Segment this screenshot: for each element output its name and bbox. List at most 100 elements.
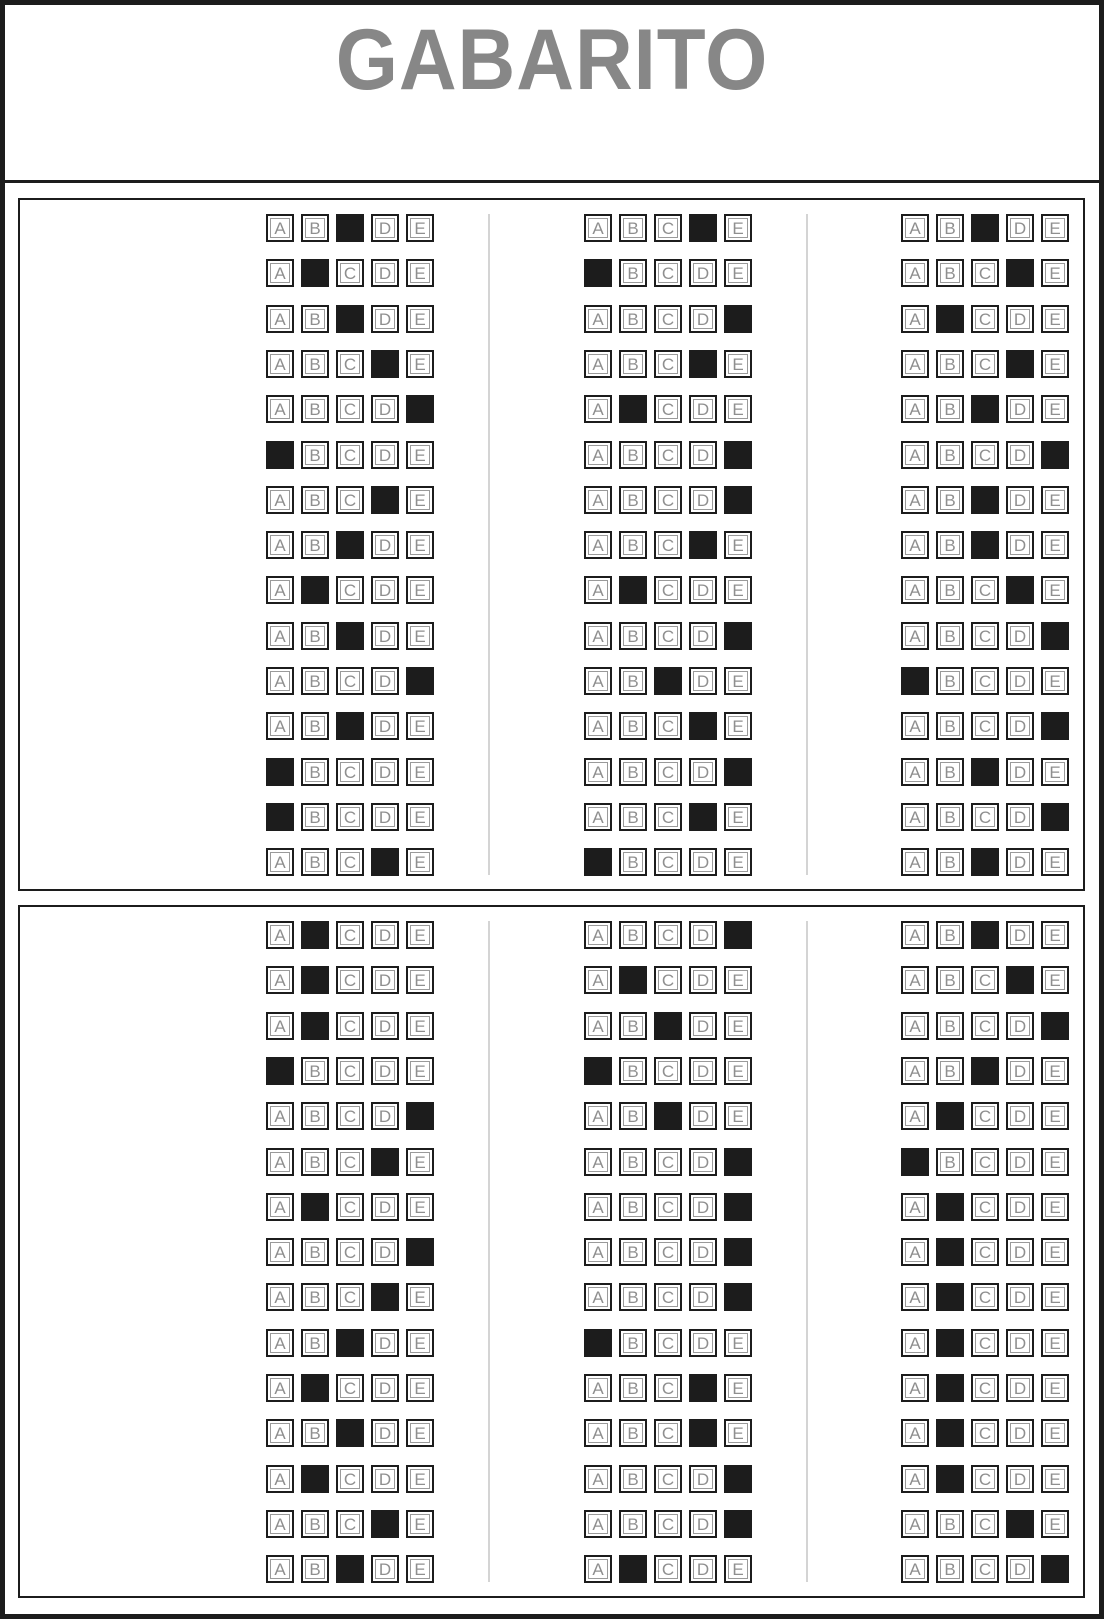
option-bubble-b: B [301, 395, 329, 423]
option-letter: B [623, 671, 643, 691]
option-letter: A [588, 1152, 608, 1172]
option-letter: E [1045, 1287, 1065, 1307]
option-bubble-e-marked: E [1041, 712, 1069, 740]
option-bubble-d: D [1006, 1193, 1034, 1221]
option-bubble-b-marked: B [936, 1283, 964, 1311]
option-bubble-c: C [971, 1419, 999, 1447]
column-divider [488, 214, 490, 875]
option-bubble-d: D [1006, 1012, 1034, 1040]
option-bubble-e: E [1041, 1374, 1069, 1402]
option-letter: D [693, 1197, 713, 1217]
option-bubble-a: A [584, 667, 612, 695]
option-letter: A [270, 852, 290, 872]
option-letter: A [270, 399, 290, 419]
option-bubble-b-marked: B [936, 1465, 964, 1493]
option-bubble-c: C [971, 667, 999, 695]
option-letter: E [1045, 1242, 1065, 1262]
option-bubble-e: E [406, 848, 434, 876]
option-letter: A [905, 762, 925, 782]
option-letter: B [940, 671, 960, 691]
option-letter: E [410, 925, 430, 945]
option-bubble-e-marked: E [724, 622, 752, 650]
option-bubble-c: C [654, 712, 682, 740]
option-bubble-a-marked: A [266, 1057, 294, 1085]
option-bubble-a: A [266, 1148, 294, 1176]
option-bubble-d: D [689, 486, 717, 514]
option-bubble-d: D [371, 259, 399, 287]
option-bubble-b: B [619, 1238, 647, 1266]
option-bubble-c: C [654, 1555, 682, 1583]
option-bubble-c: C [336, 1193, 364, 1221]
option-bubble-d: D [689, 1012, 717, 1040]
option-letter: E [728, 399, 748, 419]
option-letter: C [658, 535, 678, 555]
option-bubble-e-marked: E [1041, 1555, 1069, 1583]
option-letter: D [375, 535, 395, 555]
option-letter: A [588, 1559, 608, 1579]
option-bubble-e: E [1041, 350, 1069, 378]
option-bubble-e: E [724, 1374, 752, 1402]
option-letter: B [623, 490, 643, 510]
option-letter: A [270, 1106, 290, 1126]
option-letter: D [693, 925, 713, 945]
option-bubble-b: B [619, 305, 647, 333]
option-letter: E [410, 762, 430, 782]
option-bubble-e: E [406, 1329, 434, 1357]
option-bubble-e: E [1041, 966, 1069, 994]
option-bubble-b-marked: B [936, 305, 964, 333]
option-bubble-e: E [724, 1555, 752, 1583]
option-letter: E [410, 309, 430, 329]
option-bubble-c: C [971, 305, 999, 333]
option-bubble-c: C [971, 966, 999, 994]
option-bubble-b-marked: B [619, 966, 647, 994]
option-bubble-d: D [371, 1374, 399, 1402]
option-letter: B [305, 1287, 325, 1307]
option-bubble-a: A [901, 1193, 929, 1221]
option-bubble-c: C [971, 576, 999, 604]
option-bubble-b: B [301, 758, 329, 786]
option-bubble-b: B [301, 803, 329, 831]
option-letter: C [975, 1016, 995, 1036]
option-bubble-d-marked: D [1006, 350, 1034, 378]
option-letter: B [305, 626, 325, 646]
option-bubble-d: D [371, 712, 399, 740]
option-letter: D [375, 1559, 395, 1579]
option-letter: E [1045, 1469, 1065, 1489]
option-letter: B [940, 762, 960, 782]
option-bubble-c: C [654, 921, 682, 949]
option-letter: A [588, 1197, 608, 1217]
option-letter: A [588, 762, 608, 782]
option-bubble-b-marked: B [301, 1465, 329, 1493]
option-bubble-e-marked: E [724, 486, 752, 514]
option-bubble-e: E [406, 1419, 434, 1447]
option-bubble-b: B [619, 259, 647, 287]
option-letter: B [623, 1333, 643, 1353]
option-bubble-d: D [1006, 531, 1034, 559]
option-letter: B [940, 852, 960, 872]
option-letter: E [410, 445, 430, 465]
option-letter: B [623, 1152, 643, 1172]
option-bubble-e: E [1041, 576, 1069, 604]
option-letter: A [905, 1287, 925, 1307]
option-letter: A [270, 535, 290, 555]
option-letter: A [588, 626, 608, 646]
option-bubble-c: C [336, 1283, 364, 1311]
option-bubble-e: E [724, 966, 752, 994]
option-bubble-e-marked: E [1041, 803, 1069, 831]
option-bubble-d: D [1006, 1465, 1034, 1493]
option-letter: B [305, 1559, 325, 1579]
option-letter: E [1045, 671, 1065, 691]
option-bubble-b: B [936, 622, 964, 650]
option-letter: A [905, 1559, 925, 1579]
option-letter: D [693, 1152, 713, 1172]
option-bubble-a: A [901, 1012, 929, 1040]
option-bubble-a: A [584, 921, 612, 949]
option-bubble-a: A [584, 1283, 612, 1311]
option-letter: B [305, 490, 325, 510]
option-bubble-e: E [724, 1057, 752, 1085]
option-bubble-b: B [936, 712, 964, 740]
option-bubble-b: B [301, 486, 329, 514]
option-bubble-a-marked: A [266, 441, 294, 469]
option-bubble-d: D [689, 395, 717, 423]
option-letter: E [1045, 399, 1065, 419]
